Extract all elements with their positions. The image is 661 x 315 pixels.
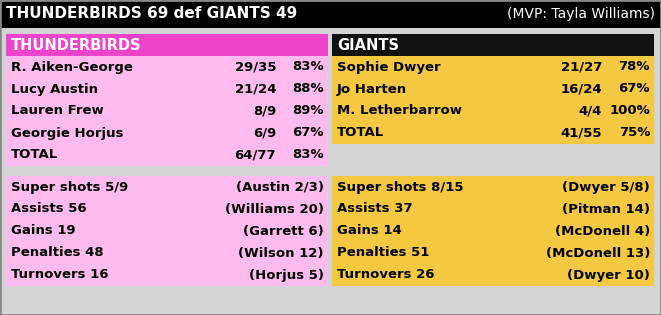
Text: M. Letherbarrow: M. Letherbarrow	[337, 105, 462, 117]
Text: 6/9: 6/9	[253, 127, 276, 140]
Text: (Horjus 5): (Horjus 5)	[249, 268, 324, 282]
Text: (Garrett 6): (Garrett 6)	[243, 225, 324, 238]
Text: 75%: 75%	[619, 127, 650, 140]
Bar	[332, 122, 654, 144]
Text: Penalties 51: Penalties 51	[337, 247, 430, 260]
Text: 78%: 78%	[619, 60, 650, 73]
Text: THUNDERBIRDS: THUNDERBIRDS	[11, 37, 141, 53]
Text: 8/9: 8/9	[253, 105, 276, 117]
Text: Sophie Dwyer: Sophie Dwyer	[337, 60, 441, 73]
Text: (MVP: Tayla Williams): (MVP: Tayla Williams)	[507, 7, 655, 21]
Bar	[332, 100, 654, 122]
Bar	[6, 122, 328, 144]
Text: 29/35: 29/35	[235, 60, 276, 73]
Text: Lauren Frew: Lauren Frew	[11, 105, 104, 117]
Bar	[6, 144, 328, 166]
Text: 64/77: 64/77	[235, 148, 276, 162]
Bar	[6, 220, 328, 242]
Text: Assists 37: Assists 37	[337, 203, 412, 215]
Text: (Dwyer 10): (Dwyer 10)	[567, 268, 650, 282]
Text: (McDonell 4): (McDonell 4)	[555, 225, 650, 238]
Text: 16/24: 16/24	[561, 83, 602, 95]
Text: GIANTS: GIANTS	[337, 37, 399, 53]
Text: 67%: 67%	[293, 127, 324, 140]
Bar	[332, 78, 654, 100]
Text: Turnovers 26: Turnovers 26	[337, 268, 434, 282]
Text: (Williams 20): (Williams 20)	[225, 203, 324, 215]
Bar	[6, 242, 328, 264]
Text: THUNDERBIRDS 69 def GIANTS 49: THUNDERBIRDS 69 def GIANTS 49	[6, 7, 297, 21]
Text: Jo Harten: Jo Harten	[337, 83, 407, 95]
Text: (Pitman 14): (Pitman 14)	[562, 203, 650, 215]
Bar	[332, 34, 654, 56]
Text: (Wilson 12): (Wilson 12)	[239, 247, 324, 260]
Text: R. Aiken-George: R. Aiken-George	[11, 60, 133, 73]
Bar	[332, 176, 654, 198]
Text: 21/27: 21/27	[561, 60, 602, 73]
Text: 83%: 83%	[292, 60, 324, 73]
Text: Assists 56: Assists 56	[11, 203, 87, 215]
Bar	[6, 78, 328, 100]
Text: Georgie Horjus: Georgie Horjus	[11, 127, 124, 140]
Bar	[6, 198, 328, 220]
Bar	[6, 264, 328, 286]
Text: Super shots 8/15: Super shots 8/15	[337, 180, 463, 193]
Bar	[0, 0, 661, 28]
Text: Lucy Austin: Lucy Austin	[11, 83, 98, 95]
Bar	[332, 242, 654, 264]
Bar	[6, 34, 328, 56]
Text: 67%: 67%	[619, 83, 650, 95]
Text: Gains 19: Gains 19	[11, 225, 75, 238]
Text: 41/55: 41/55	[561, 127, 602, 140]
Text: Super shots 5/9: Super shots 5/9	[11, 180, 128, 193]
Bar	[332, 56, 654, 78]
Text: (McDonell 13): (McDonell 13)	[545, 247, 650, 260]
Text: 89%: 89%	[293, 105, 324, 117]
Text: TOTAL: TOTAL	[11, 148, 58, 162]
Text: Penalties 48: Penalties 48	[11, 247, 104, 260]
Bar	[332, 198, 654, 220]
Bar	[332, 220, 654, 242]
Text: 4/4: 4/4	[578, 105, 602, 117]
Text: (Austin 2/3): (Austin 2/3)	[236, 180, 324, 193]
Bar	[6, 100, 328, 122]
Text: 83%: 83%	[292, 148, 324, 162]
Text: 21/24: 21/24	[235, 83, 276, 95]
Text: Turnovers 16: Turnovers 16	[11, 268, 108, 282]
Text: TOTAL: TOTAL	[337, 127, 384, 140]
Text: Gains 14: Gains 14	[337, 225, 402, 238]
Text: 88%: 88%	[292, 83, 324, 95]
Text: 100%: 100%	[609, 105, 650, 117]
Bar	[6, 56, 328, 78]
Text: (Dwyer 5/8): (Dwyer 5/8)	[563, 180, 650, 193]
Bar	[6, 176, 328, 198]
Bar	[332, 264, 654, 286]
